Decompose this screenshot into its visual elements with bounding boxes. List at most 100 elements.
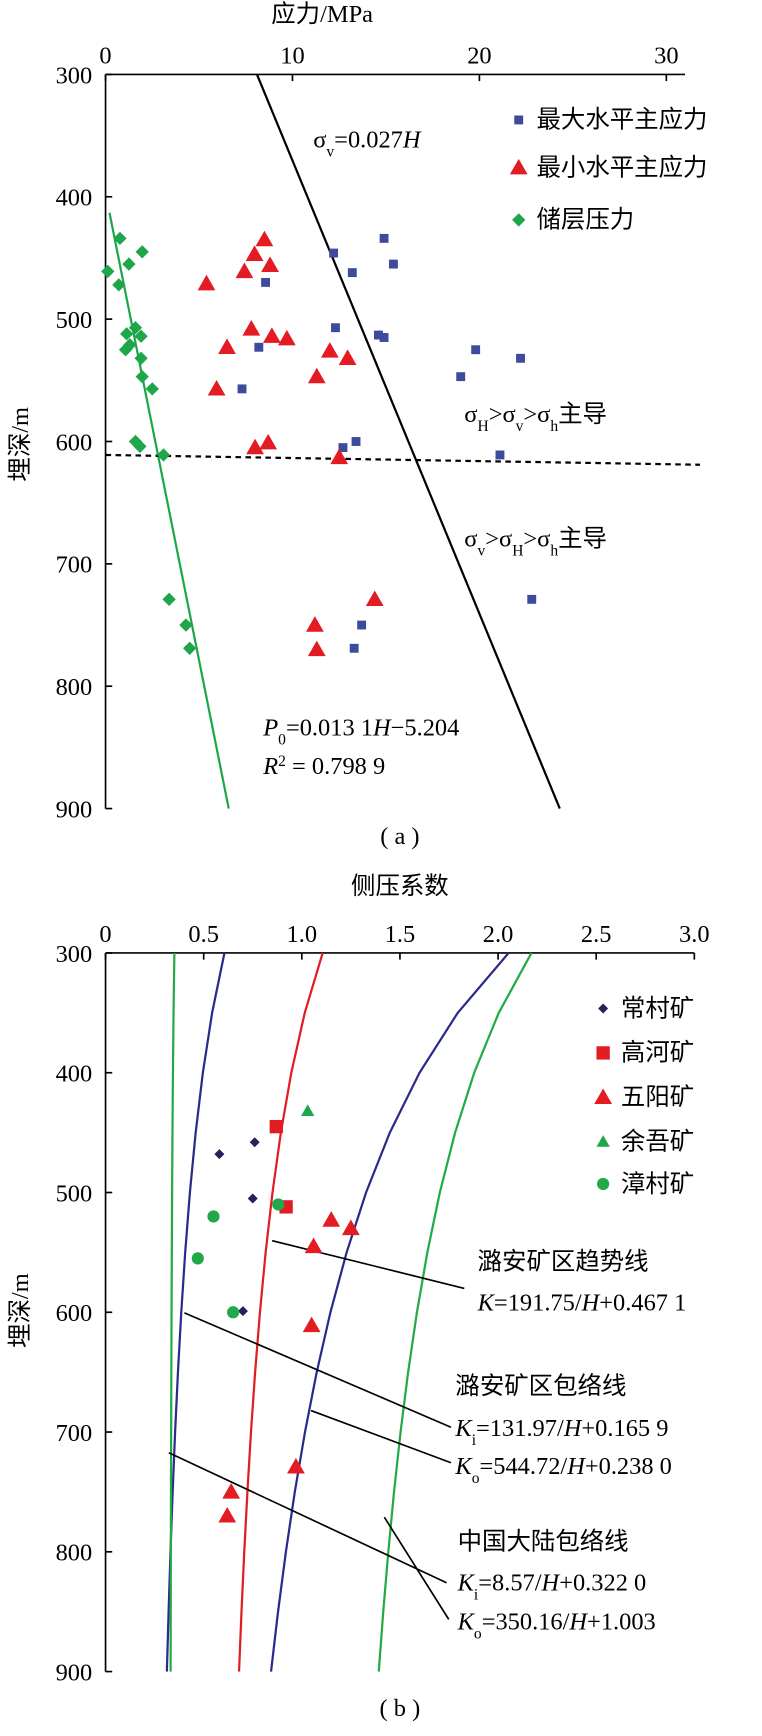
marker-triangle (287, 1457, 305, 1474)
annotation: Ko=350.16/H+1.003 (457, 1608, 656, 1642)
annotation-part: v (516, 418, 524, 435)
marker-circle (227, 1306, 240, 1319)
marker-square (254, 342, 264, 352)
x-axis-title: 应力/MPa (271, 1, 373, 28)
marker-diamond (113, 231, 127, 246)
x-tick-label: 2.5 (581, 921, 612, 948)
marker-triangle (596, 1135, 610, 1147)
annotation-part: K (454, 1415, 473, 1442)
annotation-part: +0.467 1 (599, 1290, 686, 1317)
marker-square (347, 268, 357, 278)
annotation-part: >σ (485, 525, 512, 552)
marker-circle (207, 1210, 220, 1223)
trend-line (377, 952, 533, 1672)
annotation-part: H (563, 1415, 583, 1442)
legend-label: 漳村矿 (621, 1171, 694, 1198)
annotation-part: R (262, 753, 278, 780)
annotation-part: >σ (523, 525, 550, 552)
chart: 0 10 20 30300400500600700800900应力/MPa埋深/m( … (7, 1, 708, 850)
marker-triangle (338, 349, 357, 365)
caption: ( a ) (380, 823, 419, 850)
annotation-part: K (457, 1570, 476, 1597)
marker-triangle (261, 256, 279, 272)
marker-diamond (145, 382, 159, 396)
marker-square (269, 1119, 283, 1134)
annotation-part: H (541, 1570, 561, 1597)
marker-triangle (259, 433, 278, 450)
trend-line (237, 952, 324, 1672)
annotation-part: = 0.798 9 (286, 753, 385, 780)
annotation: 潞安矿区趋势线 (478, 1249, 649, 1276)
annotation-part: i (472, 1432, 477, 1449)
y-tick-label: 500 (56, 1180, 93, 1207)
trend-line (169, 952, 176, 1672)
marker-triangle (302, 1316, 321, 1333)
leader-line (184, 1312, 452, 1428)
marker-triangle (509, 158, 528, 175)
annotation: σH>σv>σh主导 (464, 401, 607, 435)
annotation-part: o (472, 1469, 480, 1486)
annotation-part: >σ (523, 401, 550, 428)
marker-diamond (214, 1149, 225, 1160)
annotation-part: +1.003 (587, 1608, 656, 1635)
marker-square (527, 594, 537, 604)
marker-square (351, 437, 361, 446)
annotation-part: i (474, 1586, 479, 1603)
annotation: Ki=8.57/H+0.322 0 (457, 1570, 647, 1604)
annotation: 潞安矿区包络线 (455, 1373, 626, 1400)
annotation-part: =0.027 (334, 127, 403, 154)
leader-line (310, 1409, 452, 1464)
caption: ( b ) (380, 1695, 421, 1722)
annotation: P0=0.013 1H−5.204 (262, 714, 459, 747)
annotation-part: σ (313, 127, 326, 154)
leader-line (168, 1452, 447, 1584)
annotation-part: H (372, 714, 392, 741)
y-tick-label: 700 (56, 1420, 93, 1447)
marker-triangle (245, 245, 264, 261)
annotation-part: 中国大陆包络线 (458, 1528, 629, 1555)
y-axis-title: 埋深/m (7, 407, 34, 482)
marker-square (349, 643, 359, 653)
x-tick-label: 1.0 (287, 921, 318, 948)
marker-square (338, 443, 348, 453)
chart: 0 0.5 1.0 1.5 2.0 2.5 3.0 300 400 500 600 700 800 900… (7, 873, 710, 1722)
x-tick-label: 10 (280, 42, 304, 69)
marker-square (374, 330, 383, 340)
annotation-part: =8.57/ (478, 1570, 542, 1597)
annotation-part: σ (464, 401, 477, 428)
marker-diamond (135, 245, 149, 259)
trend-line (108, 212, 230, 809)
marker-diamond (237, 1306, 248, 1317)
annotation-part: 2 (278, 753, 286, 770)
marker-triangle (320, 342, 339, 358)
x-tick-label: 2.0 (483, 921, 514, 948)
annotation-part: σ (464, 525, 477, 552)
marker-triangle (304, 1237, 323, 1254)
x-tick-label: 20 (467, 42, 491, 69)
y-tick-label: 300 (56, 941, 93, 968)
annotation-part: −5.204 (391, 714, 460, 741)
y-tick-label: 300 (56, 62, 93, 89)
annotation: K=191.75/H+0.467 1 (477, 1290, 687, 1317)
legend-label: 常村矿 (621, 995, 694, 1022)
trend-line (165, 952, 226, 1672)
marker-triangle (341, 1219, 360, 1236)
annotation-part: h (550, 418, 558, 435)
figure-body: 0 10 20 30300400500600700800900应力/MPa埋深/m( … (7, 1, 710, 1722)
marker-square (495, 450, 505, 460)
y-tick-label: 900 (56, 1659, 93, 1686)
marker-diamond (162, 592, 176, 607)
marker-diamond (135, 369, 149, 384)
marker-square (329, 248, 339, 258)
marker-square (379, 233, 389, 243)
annotation-part: o (474, 1625, 482, 1642)
annotation-part: =544.72/ (479, 1453, 567, 1480)
annotation-part: K (457, 1608, 476, 1635)
y-tick-label: 800 (56, 1540, 93, 1567)
annotation-part: H (568, 1608, 588, 1635)
y-tick-label: 500 (56, 307, 93, 334)
marker-triangle (235, 262, 254, 279)
marker-triangle (246, 438, 264, 455)
